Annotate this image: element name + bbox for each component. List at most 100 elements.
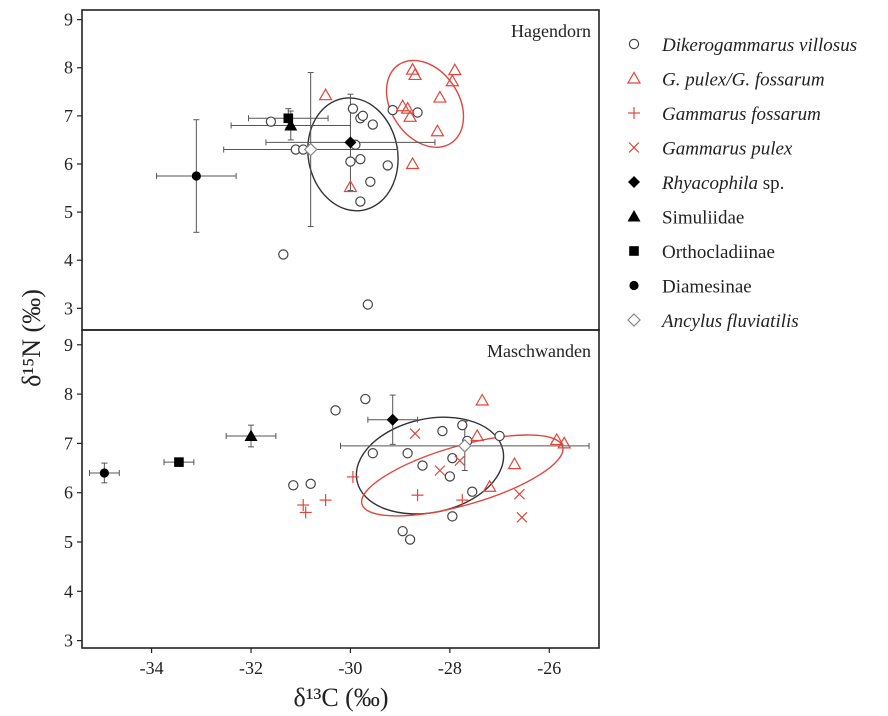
legend-item-3: Gammarus pulex: [628, 139, 793, 160]
point-maschwanden-3-1: [434, 465, 446, 476]
point-hagendorn-1-10-shape: [445, 74, 460, 87]
point-hagendorn-1-2: [395, 99, 410, 112]
y-tick-label-maschwanden-6: 9: [64, 335, 73, 355]
point-maschwanden-0-8-shape: [417, 460, 428, 471]
point-maschwanden-0-2: [330, 405, 341, 416]
plot-area: 3 4 5 6 7 8 9 Hagendorn 3 4 5 6 7 8 9 Maschwanden: [64, 9, 600, 651]
point-maschwanden-0-4-shape: [367, 448, 379, 459]
legend-marker-0: [628, 38, 640, 50]
x-tick-label-1: -32: [239, 658, 263, 678]
y-tick-label-maschwanden-1: 4: [64, 581, 73, 601]
mean-point-hagendorn-4-shape: [303, 142, 318, 157]
point-maschwanden-3-4: [516, 511, 528, 523]
legend-item-5: Simuliidae: [627, 208, 744, 229]
x-axis-title: δ¹³C (‰): [294, 683, 389, 712]
point-maschwanden-0-4: [367, 448, 379, 459]
point-hagendorn-1-0-shape: [318, 87, 333, 101]
point-maschwanden-0-1-shape: [305, 478, 316, 490]
legend-label-5: Simuliidae: [662, 208, 744, 229]
point-hagendorn-1-4: [403, 109, 418, 122]
point-hagendorn-0-9-shape: [355, 153, 366, 165]
legend-marker-8: [627, 313, 641, 327]
legend-label-text-4: Rhyacophila: [661, 173, 758, 194]
x-tick-label-2: -30: [338, 658, 362, 678]
point-hagendorn-0-16: [362, 299, 374, 310]
point-hagendorn-0-15-shape: [412, 107, 423, 118]
mean-point-hagendorn-2: [283, 113, 294, 124]
legend-label-0: Dikerogammarus villosus: [661, 35, 857, 56]
point-hagendorn-1-4-shape: [403, 109, 418, 122]
point-hagendorn-1-9: [432, 90, 447, 103]
panel-title-maschwanden: Maschwanden: [487, 341, 591, 361]
point-maschwanden-1-2-shape: [482, 479, 497, 492]
point-hagendorn-0-4-shape: [347, 103, 359, 114]
point-hagendorn-0-13: [382, 160, 393, 171]
legend-marker-4-shape: [628, 176, 640, 188]
legend-label-text-3: Gammarus pulex: [662, 139, 793, 160]
legend-marker-5: [627, 210, 641, 222]
point-maschwanden-0-7: [404, 534, 416, 545]
point-maschwanden-0-12-shape: [447, 452, 458, 464]
mean-point-hagendorn-4: [303, 142, 318, 157]
point-maschwanden-0-15: [467, 486, 478, 497]
point-hagendorn-0-7-shape: [367, 119, 379, 130]
point-hagendorn-0-14-shape: [387, 104, 398, 116]
point-maschwanden-2-4: [411, 489, 424, 502]
legend-item-2: Gammarus fossarum: [628, 104, 821, 125]
mean-point-maschwanden-0-shape: [386, 413, 399, 426]
point-maschwanden-0-12: [447, 452, 458, 464]
point-hagendorn-0-16-shape: [362, 299, 374, 310]
point-hagendorn-0-12: [355, 196, 366, 207]
point-maschwanden-0-13-shape: [457, 419, 468, 431]
point-hagendorn-0-3: [278, 249, 289, 260]
point-maschwanden-1-4-shape: [549, 432, 564, 446]
point-maschwanden-0-16: [494, 430, 505, 442]
legend-label-8: Ancylus fluviatilis: [660, 311, 799, 332]
point-maschwanden-1-5: [557, 436, 572, 449]
legend-label-text-6: Orthocladiinae: [662, 242, 775, 263]
point-maschwanden-2-0: [297, 499, 310, 512]
legend-label-2: Gammarus fossarum: [662, 104, 821, 125]
point-hagendorn-0-0-shape: [265, 116, 277, 127]
point-maschwanden-0-1: [305, 478, 316, 490]
legend-item-4: Rhyacophila sp.: [628, 173, 784, 194]
y-tick-label-hagendorn-1: 4: [64, 250, 73, 270]
y-tick-label-maschwanden-4: 7: [64, 433, 73, 453]
legend-label-1: G. pulex/G. fossarum: [662, 70, 825, 91]
point-maschwanden-3-0-b: [409, 428, 421, 439]
point-maschwanden-2-5: [456, 494, 469, 507]
point-hagendorn-0-13-shape: [382, 160, 393, 171]
point-hagendorn-1-6-shape: [408, 67, 423, 81]
mean-point-maschwanden-3-shape: [99, 468, 109, 478]
point-maschwanden-1-4: [549, 432, 564, 446]
point-hagendorn-0-6: [357, 110, 369, 122]
panel-frame-hagendorn: [81, 9, 600, 331]
legend-marker-0-shape: [628, 38, 640, 50]
ellipse-maschwanden-1: [360, 434, 564, 517]
mean-point-maschwanden-2: [174, 457, 184, 467]
point-maschwanden-0-8: [417, 460, 428, 471]
mean-point-maschwanden-2-shape: [174, 457, 184, 467]
point-hagendorn-1-6: [408, 67, 423, 81]
point-maschwanden-1-1: [475, 393, 490, 406]
mean-point-hagendorn-2-shape: [283, 113, 294, 124]
legend-marker-5-shape: [627, 210, 641, 222]
y-tick-label-maschwanden-2: 5: [64, 532, 73, 552]
point-maschwanden-0-3: [360, 393, 371, 405]
legend-marker-3: [628, 142, 640, 153]
point-maschwanden-1-5-shape: [557, 436, 572, 449]
point-hagendorn-1-7-shape: [405, 156, 420, 170]
mean-point-hagendorn-1: [284, 118, 298, 131]
point-hagendorn-0-9: [355, 153, 366, 165]
point-hagendorn-0-3-shape: [278, 249, 289, 260]
x-tick-label-0: -34: [140, 658, 164, 678]
point-maschwanden-1-0-shape: [470, 428, 485, 442]
mean-point-hagendorn-3-shape: [191, 171, 201, 181]
legend-marker-4: [628, 176, 640, 188]
point-hagendorn-0-11-shape: [365, 176, 376, 187]
legend-marker-6-shape: [629, 246, 639, 256]
point-maschwanden-1-3: [507, 456, 522, 470]
legend-marker-1-shape: [626, 71, 642, 84]
point-hagendorn-0-15: [412, 107, 423, 118]
